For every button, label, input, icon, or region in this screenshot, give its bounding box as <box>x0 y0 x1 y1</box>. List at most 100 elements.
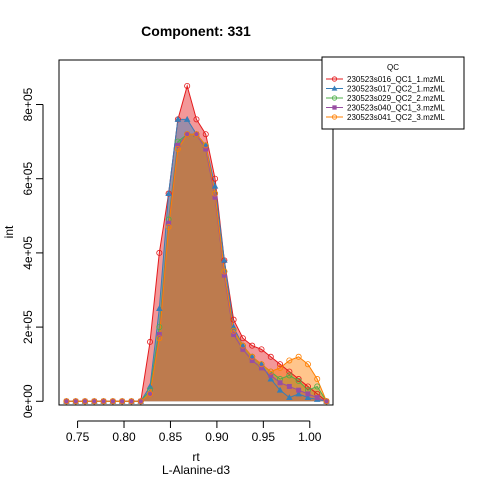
data-point <box>267 353 274 360</box>
data-point <box>82 398 89 405</box>
series-area-2 <box>66 119 327 402</box>
data-point <box>304 394 312 401</box>
series-points <box>63 82 330 405</box>
data-point <box>259 365 264 371</box>
data-point <box>100 398 107 405</box>
data-point <box>239 342 246 349</box>
y-tick-label: 2e+05 <box>21 310 35 344</box>
data-point <box>304 383 311 390</box>
data-point <box>73 398 79 404</box>
plot-frame <box>58 59 334 406</box>
data-point <box>277 364 284 371</box>
data-point <box>268 372 274 378</box>
data-point <box>72 398 79 405</box>
data-point <box>174 115 182 122</box>
legend-label: 230523s041_QC2_3.mzML <box>347 113 445 122</box>
data-point <box>91 398 97 404</box>
data-point <box>258 346 265 353</box>
data-point <box>249 353 256 360</box>
data-point <box>156 324 163 331</box>
data-point <box>184 131 190 137</box>
data-point <box>128 398 134 404</box>
x-axis-sublabel: L-Alanine-d3 <box>162 463 230 477</box>
series-area-4 <box>66 134 327 402</box>
data-point <box>156 305 163 312</box>
data-point <box>314 383 321 390</box>
x-tick-label: 0.85 <box>159 430 183 444</box>
legend-label: 230523s016_QC1_1.mzML <box>347 75 445 84</box>
data-point <box>110 398 116 404</box>
legend-item: 230523s040_QC1_3.mzML <box>326 104 445 113</box>
data-point <box>286 368 293 375</box>
data-point <box>221 272 227 278</box>
y-axis: 0e+00 2e+05 4e+05 6e+05 8e+05 <box>21 87 44 418</box>
data-point <box>230 327 237 334</box>
legend: QC 230523s016_QC1_1.mzML230523s017_QC2_1… <box>321 56 465 130</box>
data-point <box>305 391 311 397</box>
data-point <box>249 358 255 363</box>
data-point <box>63 398 69 404</box>
data-point <box>230 316 237 323</box>
y-tick-label: 8e+05 <box>21 87 35 121</box>
x-axis: 0.75 0.80 0.85 0.90 0.95 1.00 <box>66 420 322 444</box>
data-point <box>202 131 209 138</box>
data-point <box>147 391 153 397</box>
data-point <box>314 376 321 383</box>
data-point <box>165 223 172 230</box>
legend-item: 230523s029_QC2_2.mzML <box>326 94 445 103</box>
chart-title: Component: 331 <box>141 23 251 39</box>
data-point <box>267 368 274 375</box>
series-area-1 <box>66 85 327 402</box>
data-point <box>174 146 181 153</box>
legend-marker <box>331 76 338 82</box>
data-point <box>193 131 199 137</box>
data-point <box>165 190 172 197</box>
data-point <box>203 146 209 152</box>
data-point <box>286 394 293 401</box>
y-tick-label: 0e+00 <box>21 384 35 418</box>
data-point <box>221 256 228 263</box>
data-point <box>276 386 284 393</box>
x-tick-label: 1.00 <box>298 430 322 444</box>
data-point <box>211 182 219 189</box>
data-point <box>212 175 219 182</box>
data-point <box>240 346 246 352</box>
data-point <box>295 390 302 397</box>
data-point <box>193 116 200 123</box>
legend-label: 230523s040_QC1_3.mzML <box>347 104 445 113</box>
series-fills <box>66 85 327 402</box>
data-point <box>156 332 162 337</box>
series-area-3 <box>66 134 327 402</box>
x-tick-label: 0.75 <box>66 430 90 444</box>
data-point <box>119 398 126 405</box>
y-tick-label: 4e+05 <box>21 236 35 270</box>
legend-label: 230523s029_QC2_2.mzML <box>347 94 445 103</box>
data-point <box>193 131 200 138</box>
legend-label: 230523s017_QC2_1.mzML <box>347 85 445 94</box>
x-tick-label: 0.80 <box>112 430 136 444</box>
data-point <box>258 361 265 368</box>
data-point <box>137 398 144 405</box>
data-point <box>304 361 311 368</box>
data-point <box>175 142 181 148</box>
data-point <box>184 82 191 89</box>
data-point <box>138 398 144 404</box>
data-point <box>239 335 246 342</box>
data-point <box>221 268 228 275</box>
data-point <box>147 390 154 397</box>
data-point <box>146 383 154 389</box>
data-point <box>249 342 256 349</box>
data-point <box>82 398 88 404</box>
data-point <box>267 375 275 382</box>
data-point <box>324 398 329 404</box>
x-tick-label: 0.90 <box>205 430 229 444</box>
data-point <box>119 398 125 404</box>
series-area-5 <box>66 134 327 402</box>
legend-box <box>321 56 465 130</box>
legend-marker <box>331 95 338 101</box>
x-axis-label: rt <box>192 450 200 464</box>
data-point <box>147 338 154 345</box>
data-point <box>295 353 302 360</box>
data-point <box>183 115 191 122</box>
data-point <box>277 361 284 368</box>
